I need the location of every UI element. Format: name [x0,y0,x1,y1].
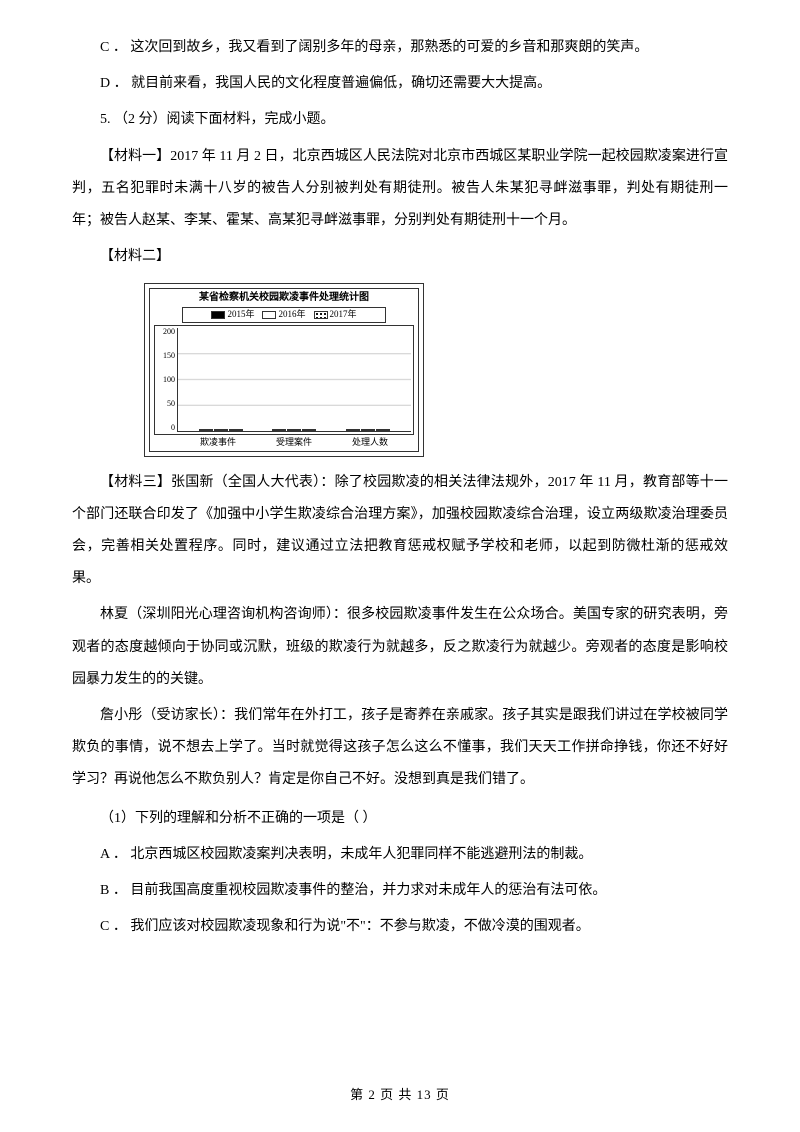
option-c: C ． 这次回到故乡，我又看到了阔别多年的母亲，那熟悉的可爱的乡音和那爽朗的笑声… [72,32,728,64]
chart-plot: 200 150 100 50 0 [154,325,414,435]
chart-xaxis: 欺凌事件 受理案件 处理人数 [174,435,414,451]
sub-option-a: A ． 北京西城区校园欺凌案判决表明，未成年人犯罪同样不能逃避刑法的制裁。 [72,839,728,871]
chart-bar [229,429,243,431]
chart-bar [199,429,213,431]
material-3-p1: 【材料三】张国新（全国人大代表）：除了校园欺凌的相关法律法规外，2017 年 1… [72,467,728,596]
sub-option-b: B ． 目前我国高度重视校园欺凌事件的整治，并力求对未成年人的惩治有法可依。 [72,875,728,907]
page-footer: 第 2 页 共 13 页 [0,1080,800,1110]
chart-bar [214,429,228,431]
chart-yaxis: 200 150 100 50 0 [157,328,175,432]
material-3-p3: 詹小彤（受访家长）：我们常年在外打工，孩子是寄养在亲戚家。孩子其实是跟我们讲过在… [72,700,728,797]
chart-bar [376,429,390,431]
question-5: 5. （2 分）阅读下面材料，完成小题。 [72,104,728,136]
chart-bar [287,429,301,431]
chart-bar [302,429,316,431]
chart-bar [346,429,360,431]
material-2-label: 【材料二】 [72,241,728,273]
material-3-p2: 林夏（深圳阳光心理咨询机构咨询师）：很多校园欺凌事件发生在公众场合。美国专家的研… [72,599,728,696]
chart-bar-group [272,429,316,431]
sub-question-1: （1）下列的理解和分析不正确的一项是（ ） [72,803,728,835]
chart-bar [361,429,375,431]
material-1: 【材料一】2017 年 11 月 2 日，北京西城区人民法院对北京市西城区某职业… [72,141,728,238]
chart-container: 某省检察机关校园欺凌事件处理统计图 2015年 2016年 2017年 200 … [144,283,728,456]
chart-legend: 2015年 2016年 2017年 [182,307,386,323]
sub-option-c: C ． 我们应该对校园欺凌现象和行为说"不"：不参与欺凌，不做冷漠的围观者。 [72,911,728,943]
chart-bar-group [199,429,243,431]
chart-bar-group [346,429,390,431]
chart-bar [272,429,286,431]
chart-title: 某省检察机关校园欺凌事件处理统计图 [154,291,414,305]
option-d: D ． 就目前来看，我国人民的文化程度普遍偏低，确切还需要大大提高。 [72,68,728,100]
